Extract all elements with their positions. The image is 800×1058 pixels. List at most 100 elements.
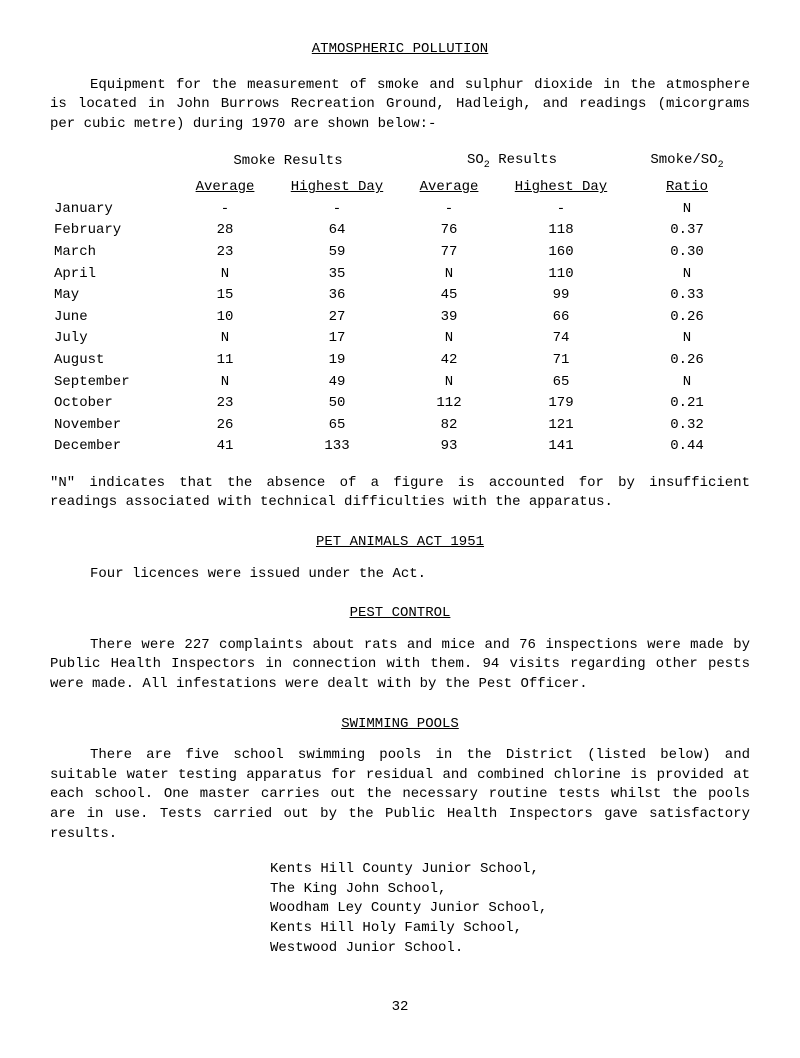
- table-cell: 66: [498, 307, 624, 329]
- table-cell: N: [176, 372, 274, 394]
- table-cell: 39: [400, 307, 498, 329]
- list-item: Kents Hill County Junior School,: [270, 860, 750, 880]
- table-row: June102739660.26: [50, 307, 750, 329]
- table-cell: -: [176, 199, 274, 221]
- table-row: December41133931410.44: [50, 436, 750, 458]
- table-cell: 19: [274, 350, 400, 372]
- list-item: Kents Hill Holy Family School,: [270, 919, 750, 939]
- table-cell: 0.26: [624, 350, 750, 372]
- table-cell: 64: [274, 220, 400, 242]
- table-cell: 11: [176, 350, 274, 372]
- page-title: ATMOSPHERIC POLLUTION: [50, 40, 750, 60]
- ratio-header: Ratio: [666, 179, 708, 195]
- table-cell: N: [624, 328, 750, 350]
- avg1-header: Average: [196, 179, 255, 195]
- table-cell: 0.30: [624, 242, 750, 264]
- table-row: February2864761180.37: [50, 220, 750, 242]
- table-cell: 0.26: [624, 307, 750, 329]
- table-cell: 42: [400, 350, 498, 372]
- table-row: May153645990.33: [50, 285, 750, 307]
- table-cell: 0.33: [624, 285, 750, 307]
- avg2-header: Average: [420, 179, 479, 195]
- table-cell: February: [50, 220, 176, 242]
- list-item: Woodham Ley County Junior School,: [270, 899, 750, 919]
- table-cell: N: [400, 372, 498, 394]
- table-cell: May: [50, 285, 176, 307]
- table-cell: 49: [274, 372, 400, 394]
- table-cell: N: [176, 328, 274, 350]
- table-cell: 121: [498, 415, 624, 437]
- table-cell: -: [274, 199, 400, 221]
- table-cell: 118: [498, 220, 624, 242]
- list-item: The King John School,: [270, 880, 750, 900]
- table-cell: March: [50, 242, 176, 264]
- table-cell: 17: [274, 328, 400, 350]
- table-row: SeptemberN49N65N: [50, 372, 750, 394]
- table-cell: 23: [176, 242, 274, 264]
- table-row: November2665821210.32: [50, 415, 750, 437]
- ratio-subscript: 2: [718, 160, 724, 171]
- so2-group-label: SO: [467, 152, 484, 168]
- table-cell: 76: [400, 220, 498, 242]
- list-item: Westwood Junior School.: [270, 939, 750, 959]
- table-cell: N: [624, 372, 750, 394]
- hd2-header: Highest Day: [515, 179, 607, 195]
- table-cell: 112: [400, 393, 498, 415]
- table-cell: September: [50, 372, 176, 394]
- pet-heading: PET ANIMALS ACT 1951: [50, 533, 750, 553]
- table-cell: -: [498, 199, 624, 221]
- table-cell: N: [176, 264, 274, 286]
- table-cell: 65: [498, 372, 624, 394]
- school-list: Kents Hill County Junior School,The King…: [270, 860, 750, 958]
- table-row: October23501121790.21: [50, 393, 750, 415]
- table-cell: 45: [400, 285, 498, 307]
- table-cell: 133: [274, 436, 400, 458]
- table-cell: 41: [176, 436, 274, 458]
- table-cell: 77: [400, 242, 498, 264]
- table-cell: 99: [498, 285, 624, 307]
- table-cell: November: [50, 415, 176, 437]
- table-cell: 28: [176, 220, 274, 242]
- table-cell: 26: [176, 415, 274, 437]
- table-cell: 59: [274, 242, 400, 264]
- page-number: 32: [50, 998, 750, 1018]
- table-row: January----N: [50, 199, 750, 221]
- table-cell: 35: [274, 264, 400, 286]
- group-header-row: Smoke Results SO2 Results Smoke/SO2: [50, 150, 750, 177]
- intro-paragraph: Equipment for the measurement of smoke a…: [50, 76, 750, 135]
- table-cell: January: [50, 199, 176, 221]
- pet-text: Four licences were issued under the Act.: [50, 565, 750, 585]
- table-cell: October: [50, 393, 176, 415]
- hd1-header: Highest Day: [291, 179, 383, 195]
- note-n: "N" indicates that the absence of a figu…: [50, 474, 750, 513]
- table-cell: 10: [176, 307, 274, 329]
- column-header-row: Average Highest Day Average Highest Day …: [50, 177, 750, 199]
- table-cell: August: [50, 350, 176, 372]
- table-row: AprilN35N110N: [50, 264, 750, 286]
- table-cell: April: [50, 264, 176, 286]
- table-cell: 71: [498, 350, 624, 372]
- table-cell: 74: [498, 328, 624, 350]
- results-table: Smoke Results SO2 Results Smoke/SO2 Aver…: [50, 150, 750, 458]
- table-cell: N: [400, 264, 498, 286]
- table-cell: 27: [274, 307, 400, 329]
- table-cell: 110: [498, 264, 624, 286]
- table-cell: 0.21: [624, 393, 750, 415]
- table-cell: 0.37: [624, 220, 750, 242]
- table-cell: 15: [176, 285, 274, 307]
- table-cell: N: [400, 328, 498, 350]
- smoke-group-label: Smoke Results: [233, 153, 342, 169]
- table-cell: 50: [274, 393, 400, 415]
- table-cell: 0.32: [624, 415, 750, 437]
- table-cell: N: [624, 264, 750, 286]
- table-cell: 160: [498, 242, 624, 264]
- pest-heading: PEST CONTROL: [50, 604, 750, 624]
- ratio-group-label: Smoke/SO: [650, 152, 717, 168]
- table-cell: -: [400, 199, 498, 221]
- table-cell: 36: [274, 285, 400, 307]
- table-cell: December: [50, 436, 176, 458]
- table-cell: July: [50, 328, 176, 350]
- table-row: JulyN17N74N: [50, 328, 750, 350]
- swim-text: There are five school swimming pools in …: [50, 746, 750, 844]
- table-cell: 0.44: [624, 436, 750, 458]
